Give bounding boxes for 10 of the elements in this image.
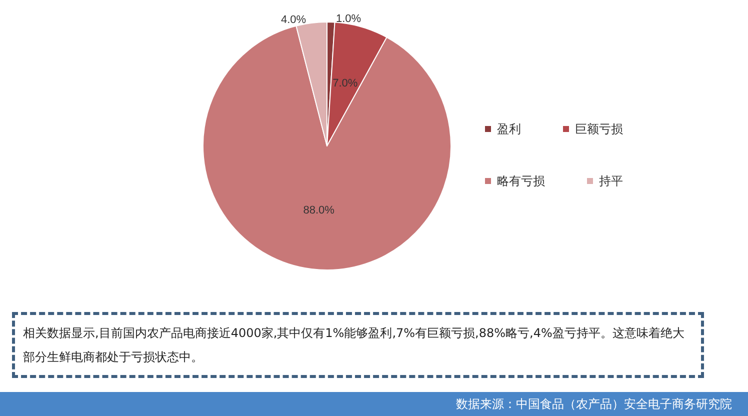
data-label: 4.0% (281, 14, 306, 26)
data-label: 7.0% (332, 78, 358, 90)
data-label: 88.0% (303, 204, 335, 216)
data-label: 1.0% (336, 13, 362, 26)
source-note: 数据来源：中国食品（农产品）安全电子商务研究院 (0, 392, 748, 416)
legend-label: 巨额亏损 (575, 122, 623, 136)
legend-label: 盈利 (497, 122, 521, 136)
legend-label: 略有亏损 (497, 174, 545, 188)
text: 相关数据显示,目前国内农产品电商接近4000家,其中仅有1%能够盈利,7%有巨额亏损,88%略亏,4%盈亏持平。这意味着绝大部分生鲜电商都处于亏损状态中。 (12, 312, 704, 378)
legend-label: 持平 (599, 174, 623, 188)
